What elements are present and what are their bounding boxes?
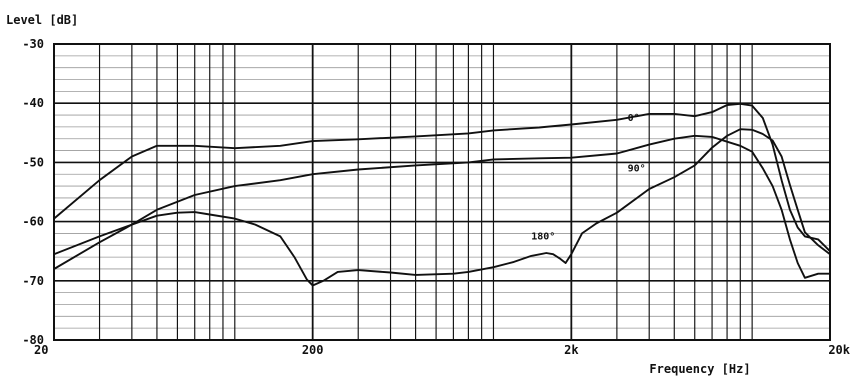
annotation-layer: 0° 90° 180°: [531, 113, 645, 242]
x-axis-title: Frequency [Hz]: [649, 362, 750, 376]
plot-area: [54, 44, 830, 340]
grid-layer: [53, 43, 831, 341]
y-axis-title: Level [dB]: [6, 13, 78, 27]
x-tick-label: 20k: [828, 343, 850, 357]
y-tick-label: -80: [22, 333, 44, 347]
plot-border: [53, 43, 831, 341]
series-line-0: [53, 102, 831, 253]
y-tick-label: -40: [22, 96, 44, 110]
series-layer: [53, 102, 831, 287]
series-line-1: [53, 134, 831, 279]
y-tick-label: -50: [22, 155, 44, 169]
y-tick-label: -60: [22, 215, 44, 229]
series-line-2: [53, 128, 831, 287]
curve-label: 180°: [531, 231, 555, 242]
x-tick-label: 20: [34, 343, 48, 357]
y-tick-label: -70: [22, 274, 44, 288]
x-tick-label: 2k: [564, 343, 579, 357]
x-tick-label: 200: [302, 343, 324, 357]
y-tick-label: -30: [22, 37, 44, 51]
curve-label: 90°: [628, 163, 646, 174]
curve-label: 0°: [628, 113, 640, 124]
